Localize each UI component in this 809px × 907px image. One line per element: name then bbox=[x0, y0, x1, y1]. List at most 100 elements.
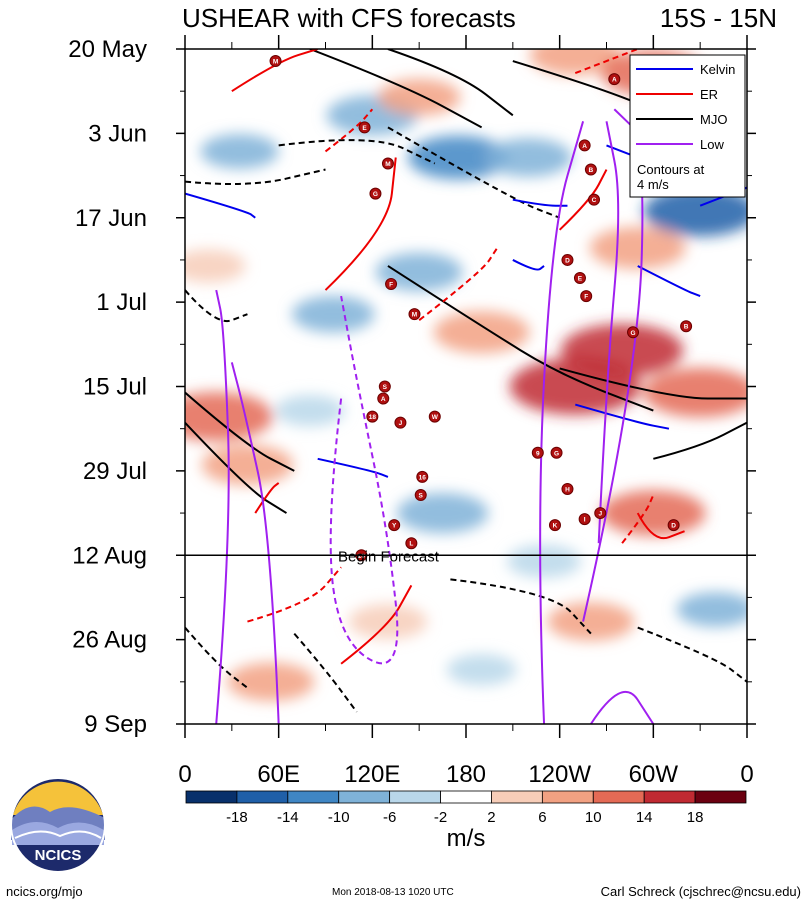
legend-box bbox=[629, 54, 746, 198]
storm-marker-dot bbox=[588, 193, 601, 206]
y-tick-label: 26 Aug bbox=[72, 627, 147, 654]
wave-contours bbox=[185, 49, 747, 724]
anomaly-blob-13 bbox=[589, 226, 686, 269]
anomaly-blob-14 bbox=[185, 392, 274, 442]
storm-marker-label: K bbox=[553, 523, 558, 530]
storm-marker-label: I bbox=[584, 517, 586, 524]
colorbar-cell bbox=[287, 790, 340, 804]
storm-marker-4: A bbox=[608, 73, 621, 86]
x-tick-label: 0 bbox=[178, 761, 191, 788]
storm-marker-10: F bbox=[580, 290, 593, 303]
storm-marker-27: I bbox=[578, 513, 591, 526]
storm-marker-dot bbox=[414, 488, 427, 501]
colorbar-tick-label: -14 bbox=[277, 809, 299, 826]
x-tick-label: 60W bbox=[629, 761, 679, 788]
colorbar-tick-label: 2 bbox=[487, 809, 495, 826]
storm-marker-dot bbox=[366, 410, 379, 423]
anomaly-blob-17 bbox=[507, 544, 582, 578]
storm-marker-dot bbox=[269, 55, 282, 68]
storm-marker-15: S bbox=[378, 380, 391, 393]
storm-marker-dot bbox=[405, 537, 418, 550]
anomaly-blob-8 bbox=[375, 252, 463, 292]
low-contour-35 bbox=[215, 289, 230, 724]
anomaly-blob-16 bbox=[396, 492, 489, 534]
low-contour-41 bbox=[329, 295, 399, 665]
y-tick-label: 17 Jun bbox=[75, 205, 147, 232]
storm-marker-16: A bbox=[377, 392, 390, 405]
anomaly-blob-22 bbox=[446, 654, 517, 686]
mjo-contour-15 bbox=[293, 632, 358, 713]
er-contour-20 bbox=[340, 584, 413, 665]
legend-label-kelvin: Kelvin bbox=[700, 62, 735, 77]
storm-marker-18: J bbox=[394, 416, 407, 429]
mjo-contour-12 bbox=[450, 578, 592, 635]
colorbar-tick-label: 14 bbox=[636, 809, 653, 826]
storm-marker-dot bbox=[428, 410, 441, 423]
storm-marker-label: G bbox=[373, 191, 378, 198]
storm-marker-label: A bbox=[381, 396, 386, 403]
storm-marker-29: D bbox=[667, 519, 680, 532]
storm-marker-25: Y bbox=[388, 519, 401, 532]
storm-marker-28: J bbox=[594, 507, 607, 520]
er-contour-26 bbox=[574, 49, 639, 75]
colorbar-tick-label: -2 bbox=[434, 809, 447, 826]
storm-marker-dot bbox=[378, 380, 391, 393]
colorbar-cell bbox=[592, 790, 645, 804]
x-tick-label: 120W bbox=[528, 761, 591, 788]
storm-marker-6: B bbox=[584, 163, 597, 176]
y-tick-label: 12 Aug bbox=[72, 542, 147, 569]
colorbar-units: m/s bbox=[447, 825, 486, 852]
mjo-contour-11 bbox=[185, 289, 248, 323]
storm-marker-dot bbox=[408, 308, 421, 321]
anomaly-blob-21 bbox=[227, 662, 315, 702]
mjo-contour-9 bbox=[387, 126, 561, 219]
storm-marker-dot bbox=[377, 392, 390, 405]
chart-title: USHEAR with CFS forecasts bbox=[182, 3, 516, 33]
storm-marker-0: M bbox=[269, 55, 282, 68]
mjo-contour-13 bbox=[637, 626, 747, 683]
anomaly-blob-4 bbox=[643, 187, 747, 237]
anomaly-field bbox=[185, 49, 747, 702]
er-contour-18 bbox=[558, 169, 608, 231]
storm-marker-dot bbox=[381, 157, 394, 170]
anomaly-blob-25 bbox=[484, 138, 573, 177]
colorbar-tick-label: 18 bbox=[687, 809, 704, 826]
storm-marker-9: E bbox=[573, 272, 586, 285]
storm-marker-12: M bbox=[408, 308, 421, 321]
storm-marker-label: G bbox=[631, 330, 636, 337]
forecast-start-label: Begin Forecast bbox=[338, 548, 440, 565]
storm-marker-label: J bbox=[598, 511, 602, 518]
storm-marker-label: D bbox=[671, 523, 676, 530]
mjo-contour-14 bbox=[185, 626, 249, 689]
y-tick-label: 29 Jul bbox=[83, 458, 147, 485]
storm-marker-20: 9 bbox=[531, 446, 544, 459]
mjo-contour-8 bbox=[278, 139, 436, 165]
storm-marker-dot bbox=[385, 278, 398, 291]
colorbar-cell bbox=[491, 790, 543, 804]
storm-marker-dot bbox=[578, 139, 591, 152]
storm-marker-24: H bbox=[561, 482, 574, 495]
storm-marker-label: A bbox=[612, 77, 617, 84]
storm-marker-dot bbox=[584, 163, 597, 176]
anomaly-blob-1 bbox=[407, 135, 509, 180]
y-tick-label: 3 Jun bbox=[88, 120, 147, 147]
storm-marker-14: B bbox=[680, 320, 693, 333]
storm-marker-label: 16 bbox=[419, 474, 427, 481]
er-contour-21 bbox=[254, 482, 280, 514]
mjo-contour-3 bbox=[387, 265, 654, 412]
ncics-logo-text: NCICS bbox=[35, 847, 82, 864]
storm-marker-7: C bbox=[588, 193, 601, 206]
x-tick-label: 0 bbox=[740, 761, 753, 788]
mjo-contour-5 bbox=[185, 391, 295, 472]
colorbar-cell bbox=[643, 790, 696, 804]
anomaly-blob-6 bbox=[200, 134, 279, 169]
er-contour-17 bbox=[324, 157, 397, 291]
chart-subtitle: 15S - 15N bbox=[660, 3, 777, 33]
storm-marker-label: M bbox=[273, 59, 278, 66]
storm-marker-label: 20 bbox=[358, 553, 366, 560]
legend-label-er: ER bbox=[700, 87, 718, 102]
mjo-contour-4 bbox=[559, 367, 747, 400]
storm-marker-30: L bbox=[405, 537, 418, 550]
storm-marker-label: S bbox=[419, 492, 424, 499]
mjo-contour-1 bbox=[387, 49, 514, 117]
